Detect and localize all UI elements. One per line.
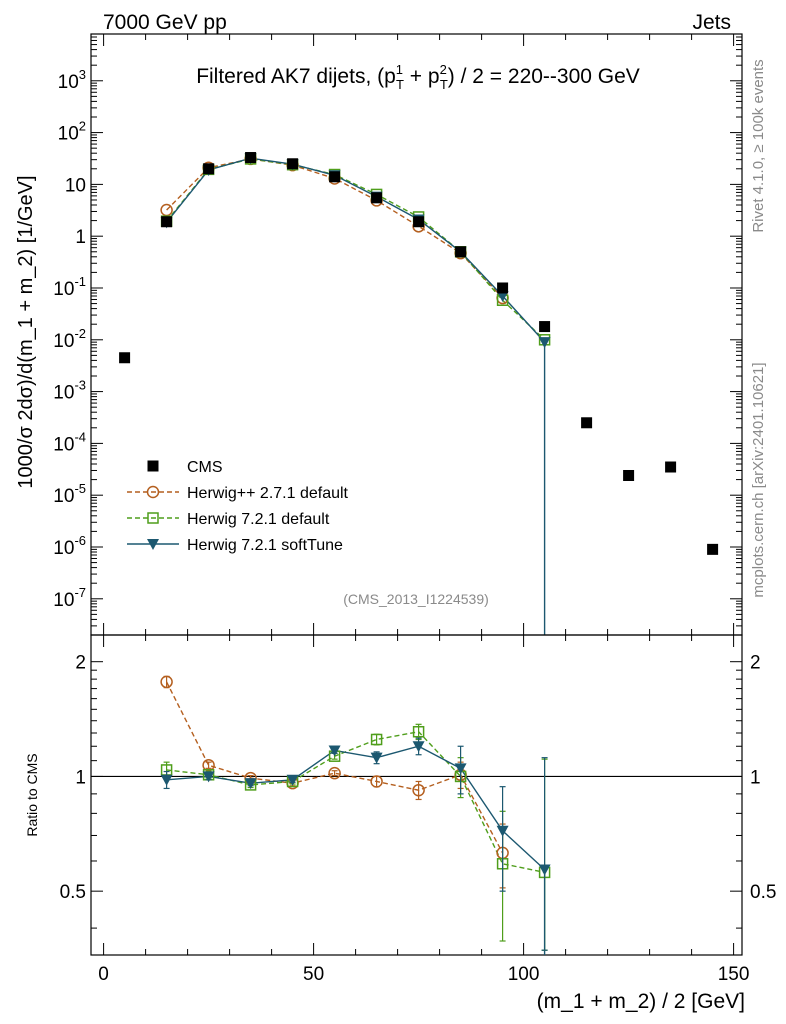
ratio-point-circle	[412, 783, 425, 797]
ratio-line-triangle	[166, 745, 546, 870]
ratio-tick-label-left: 0.5	[60, 882, 86, 903]
y-tick-label: 102	[58, 119, 86, 145]
ratio-frame	[90, 634, 743, 956]
header-energy-label: 7000 GeV pp	[103, 11, 227, 34]
point-cms	[287, 158, 299, 170]
y-tick-label: 10-1	[53, 274, 86, 300]
main-series	[119, 152, 719, 635]
ratio-point-triangle	[202, 771, 215, 783]
chart-title: Filtered AK7 dijets, (p1 T + p2 T) / 2 = 2…	[196, 62, 640, 92]
y-tick-label: 10-6	[53, 533, 86, 559]
y-tick-label: 1	[75, 227, 86, 248]
legend-label: CMS	[187, 459, 223, 476]
y-tick-label: 10-7	[53, 585, 86, 611]
ratio-tick-label-left: 2	[75, 653, 86, 674]
chart-title-sup1: 1	[396, 62, 403, 77]
ratio-point-circle	[160, 675, 173, 689]
point-cms	[203, 163, 215, 175]
point-cms	[623, 469, 635, 481]
ratio-point-circle	[328, 766, 341, 780]
point-cms	[329, 171, 341, 183]
main-x-ticks	[103, 34, 735, 635]
ratio-line-square	[166, 730, 545, 874]
y-tick-label: 10	[65, 175, 86, 196]
ratio-tick-label-right: 2	[750, 653, 761, 674]
chart-title-prefix: Filtered AK7 dijets, (p	[196, 65, 396, 88]
y-tick-label: 10-3	[53, 378, 86, 404]
point-cms	[119, 352, 131, 364]
x-tick-label: 50	[303, 964, 324, 985]
ratio-tick-label-left: 1	[75, 767, 86, 788]
point-cms	[707, 543, 719, 555]
point-cms	[581, 417, 593, 429]
point-cms	[539, 321, 551, 333]
chart-title-plus: + p	[404, 65, 440, 88]
legend-marker-circle	[146, 485, 160, 499]
ratio-y-ticks: 0.5 0.5 1 1 2 2	[60, 653, 776, 929]
ratio-point-triangle	[538, 864, 551, 876]
x-tick-label: 0	[98, 964, 109, 985]
y-tick-label: 10-5	[53, 481, 86, 507]
series-line-circle	[166, 158, 504, 299]
x-axis-label: (m_1 + m_2) / 2 [GeV]	[537, 990, 745, 1013]
point-cms	[161, 216, 173, 228]
header-category-label: Jets	[692, 11, 731, 34]
y-tick-label: 10-2	[53, 326, 86, 352]
chart-title-sup2: 2	[440, 62, 447, 77]
ratio-point-triangle	[496, 825, 509, 837]
legend-marker-data	[147, 460, 159, 472]
point-cms	[371, 192, 383, 204]
series-line-triangle	[166, 157, 546, 343]
ratio-tick-label-right: 1	[750, 767, 761, 788]
legend-label: Herwig++ 2.7.1 default	[187, 485, 349, 502]
chart-title-suffix: ) / 2 = 220--300 GeV	[448, 65, 640, 88]
ratio-panel: 0.5 0.5 1 1 2 2 0 50 100 150	[60, 634, 776, 985]
ratio-x-ticks: 0 50 100 150	[98, 635, 749, 985]
ratio-point-square	[370, 733, 383, 746]
main-panel: 10-7 10-6 10-5 10-4 10-3 10-2 10-1 1 10 102 103	[53, 33, 743, 636]
ratio-point-square	[412, 725, 425, 738]
ratio-point-triangle	[244, 778, 257, 790]
ratio-series	[160, 675, 551, 955]
point-triangle	[496, 291, 509, 303]
ratio-axis-label: Ratio to CMS	[24, 753, 40, 836]
legend: CMS Herwig++ 2.7.1 default Herwig 7.2.1 de…	[127, 459, 349, 554]
point-cms	[665, 461, 677, 473]
ratio-point-triangle	[160, 774, 173, 786]
ratio-point-triangle	[286, 774, 299, 786]
ratio-point-triangle	[454, 763, 467, 775]
mcplots-label: mcplots.cern.ch [arXiv:2401.10621]	[750, 362, 767, 597]
x-tick-label: 100	[508, 964, 540, 985]
ratio-tick-label-right: 0.5	[750, 882, 776, 903]
ratio-point-circle	[370, 775, 383, 788]
rivet-version-label: Rivet 4.1.0, ≥ 100k events	[750, 59, 767, 232]
ratio-point-circle	[202, 758, 215, 772]
ratio-line-circle	[165, 681, 504, 854]
legend-marker-triangle	[147, 539, 159, 550]
point-cms	[455, 246, 467, 258]
ratio-point-triangle	[370, 752, 383, 764]
y-tick-label: 10-4	[53, 429, 86, 455]
point-triangle	[538, 337, 551, 349]
legend-label: Herwig 7.2.1 softTune	[187, 537, 343, 554]
main-y-ticks: 10-7 10-6 10-5 10-4 10-3 10-2 10-1 1 10 102 103	[53, 33, 742, 636]
point-cms	[497, 282, 509, 294]
y-tick-label: 103	[58, 67, 86, 93]
x-tick-label: 150	[718, 964, 750, 985]
legend-label: Herwig 7.2.1 default	[187, 511, 330, 528]
point-cms	[413, 216, 425, 228]
ratio-point-triangle	[328, 745, 341, 757]
y-axis-label: 1000/σ 2dσ)/d(m_1 + m_2) [1/GeV]	[15, 175, 37, 488]
chart-title-sub2: T	[440, 77, 448, 92]
chart-title-sub1: T	[396, 77, 404, 92]
legend-marker-square	[147, 512, 159, 524]
ratio-point-triangle	[412, 741, 425, 753]
analysis-watermark: (CMS_2013_I1224539)	[343, 591, 489, 607]
point-cms	[245, 152, 257, 164]
